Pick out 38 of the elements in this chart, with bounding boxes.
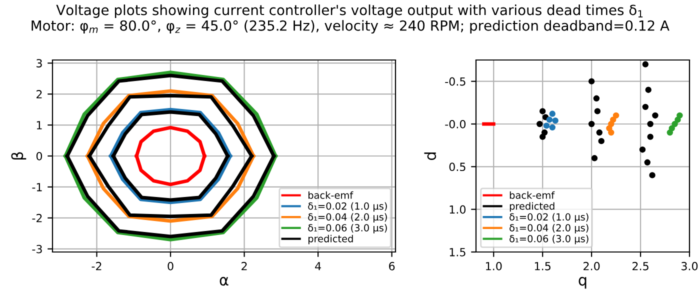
legend-label: δ₁=0.04 (2.0 μs) [510, 224, 588, 234]
x-tick-label: 2 [242, 262, 247, 270]
y-tick-label: 1.0 [450, 205, 466, 214]
x-tick-label: 2.0 [584, 262, 600, 270]
x-tick-label: 4 [315, 262, 321, 270]
y-tick-label: 0 [36, 152, 42, 160]
legend-label: δ₁=0.06 (3.0 μs) [510, 234, 588, 244]
legend-label: predicted [308, 234, 353, 244]
chart-title: Voltage plots showing current controller's voltage output with various dead times δ$_{1}$ [56, 4, 643, 18]
y-tick-label: -1 [32, 183, 42, 192]
legend-label: back-emf [510, 191, 555, 199]
legend-label: δ₁=0.04 (2.0 μs) [308, 213, 387, 222]
y-tick-label: 3 [36, 59, 42, 68]
y-tick-label: -3 [32, 244, 42, 254]
chart-subtitle: Motor: φ$_{m}$ = 80.0°, φ$_{z}$ = 45.0° (235.2 Hz), velocity ≈ 240 RPM; prediction deadband=0.12 A [32, 20, 670, 34]
y-tick-label: 1.5 [450, 248, 466, 256]
x-tick-label: 1.0 [486, 262, 502, 270]
x-tick-label: 1.5 [534, 262, 550, 270]
legend-label: δ₁=0.06 (3.0 μs) [308, 224, 387, 234]
y-tick-label: -0.5 [445, 77, 466, 86]
y-tick-label: -2 [32, 214, 42, 222]
legend-label: predicted [510, 202, 554, 212]
legend-label: back-emf [308, 191, 354, 199]
x-tick-label: 2.5 [632, 262, 648, 270]
y-axis-title: β [11, 152, 26, 160]
x-tick-label: 3.0 [682, 262, 698, 270]
x-axis-title: q [578, 276, 586, 289]
x-tick-label: -2 [92, 262, 102, 270]
legend-label: δ₁=0.02 (1.0 μs) [308, 202, 387, 212]
y-tick-label: -0.0 [445, 120, 466, 128]
y-tick-label: 2 [36, 90, 42, 98]
y-tick-label: 0.5 [449, 162, 466, 172]
legend-label: δ₁=0.02 (1.0 μs) [510, 213, 588, 222]
y-tick-label: 1 [36, 121, 42, 130]
x-tick-label: 6 [389, 262, 395, 270]
x-tick-label: 0 [168, 262, 174, 270]
y-axis-title: d [424, 152, 436, 160]
x-axis-title: α [220, 276, 228, 286]
